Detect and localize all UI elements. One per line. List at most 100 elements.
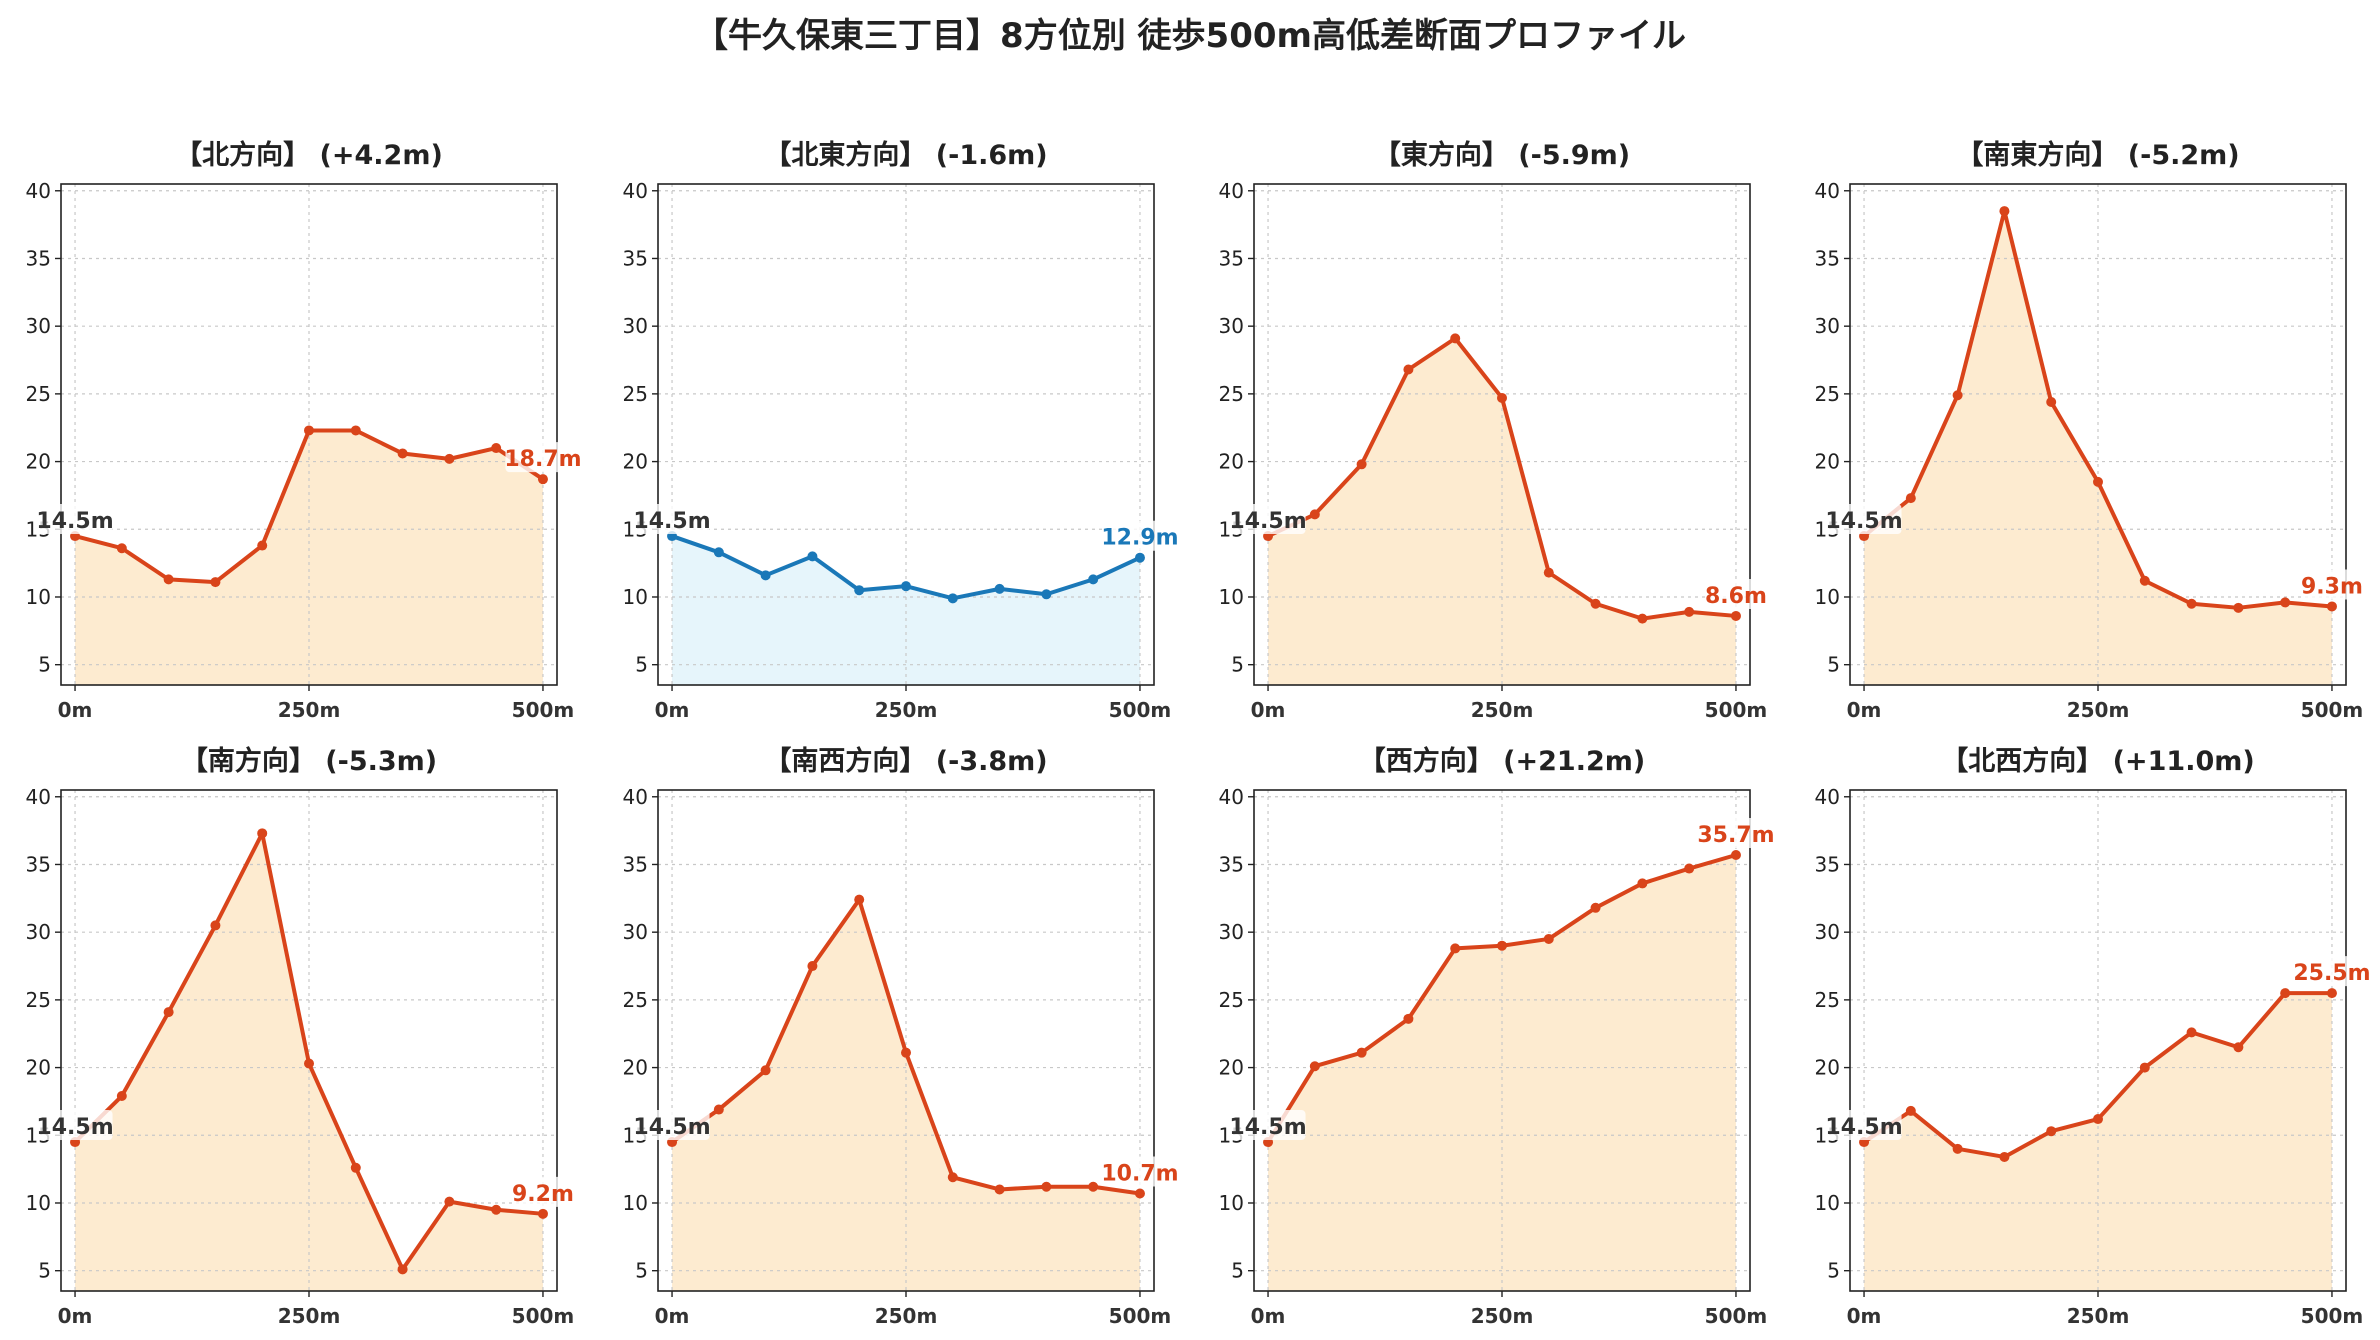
data-point — [1309, 1061, 1320, 1072]
x-tick-label: 250m — [2067, 698, 2130, 722]
data-point — [2280, 597, 2291, 608]
y-tick-label: 20 — [1219, 450, 1244, 474]
y-tick-label: 30 — [1815, 920, 1840, 944]
data-point — [1905, 493, 1916, 504]
chart-title: 【北東方向】 (-1.6m) — [764, 139, 1047, 171]
x-tick-label: 250m — [875, 1304, 938, 1328]
data-point — [1134, 1188, 1145, 1199]
x-tick-label: 0m — [58, 698, 93, 722]
end-value-label-bg — [505, 442, 581, 473]
data-point — [2326, 988, 2337, 999]
start-value-label-bg — [1826, 1110, 1902, 1141]
y-tick-label: 20 — [26, 450, 51, 474]
start-value-label-bg — [37, 1110, 113, 1141]
y-tick-label: 35 — [1815, 852, 1840, 876]
chart-title: 【南西方向】 (-3.8m) — [764, 745, 1047, 777]
y-tick-label: 40 — [1815, 785, 1840, 809]
start-value-label: 14.5m — [633, 509, 710, 534]
start-value-label: 14.5m — [1229, 509, 1306, 534]
end-value-label-bg — [1698, 817, 1774, 848]
end-value-label: 8.6m — [1705, 584, 1767, 609]
chart-panel-7: 【北西方向】 (+11.0m)5101520253035400m250m500m… — [1815, 745, 2371, 1328]
data-point — [350, 1162, 361, 1173]
data-point — [2046, 1126, 2057, 1137]
y-tick-label: 30 — [1815, 314, 1840, 338]
data-point — [947, 1172, 958, 1183]
x-tick-label: 250m — [1471, 698, 1534, 722]
y-tick-label: 25 — [1219, 382, 1244, 406]
chart-title: 【南東方向】 (-5.2m) — [1956, 139, 2239, 171]
data-point — [1497, 940, 1507, 951]
x-tick-label: 500m — [2301, 1304, 2364, 1328]
data-point — [1952, 1143, 1963, 1154]
start-value-label-bg — [634, 504, 710, 535]
y-tick-label: 30 — [623, 314, 648, 338]
y-tick-label: 25 — [623, 988, 648, 1012]
data-point — [1543, 933, 1554, 944]
data-point — [2093, 1114, 2103, 1125]
data-point — [2280, 988, 2291, 999]
x-tick-label: 500m — [1705, 698, 1768, 722]
y-tick-label: 35 — [623, 246, 648, 270]
data-point — [1088, 1181, 1099, 1192]
x-tick-label: 0m — [58, 1304, 93, 1328]
data-point — [1952, 390, 1963, 401]
y-tick-label: 40 — [623, 785, 648, 809]
data-point — [1309, 509, 1320, 520]
end-value-label: 35.7m — [1697, 823, 1774, 848]
data-point — [1356, 459, 1367, 470]
data-point — [304, 425, 314, 436]
y-tick-label: 20 — [623, 1056, 648, 1080]
y-tick-label: 10 — [26, 1191, 51, 1215]
x-tick-label: 500m — [512, 698, 575, 722]
y-tick-label: 35 — [1219, 852, 1244, 876]
data-point — [257, 828, 268, 839]
data-point — [1356, 1047, 1367, 1058]
data-point — [397, 1264, 408, 1275]
data-point — [491, 443, 502, 454]
chart-title: 【西方向】 (+21.2m) — [1359, 745, 1645, 777]
y-tick-label: 10 — [623, 1191, 648, 1215]
data-point — [257, 540, 268, 551]
y-tick-label: 35 — [1219, 246, 1244, 270]
x-tick-label: 500m — [1109, 698, 1172, 722]
data-point — [2139, 575, 2150, 586]
data-point — [304, 1058, 314, 1069]
chart-panel-4: 【南方向】 (-5.3m)5101520253035400m250m500m14… — [26, 745, 575, 1328]
x-tick-label: 0m — [1847, 1304, 1882, 1328]
data-point — [1134, 552, 1145, 563]
end-value-label: 9.2m — [512, 1182, 574, 1207]
data-point — [1999, 206, 2010, 217]
end-value-label: 10.7m — [1101, 1162, 1178, 1187]
y-tick-label: 30 — [1219, 314, 1244, 338]
data-point — [760, 570, 771, 581]
data-point — [2186, 1027, 2197, 1038]
data-point — [2233, 1042, 2244, 1053]
data-point — [2093, 476, 2103, 487]
x-tick-label: 500m — [1705, 1304, 1768, 1328]
data-point — [994, 1184, 1005, 1195]
x-tick-label: 0m — [1847, 698, 1882, 722]
data-point — [2233, 602, 2244, 613]
data-point — [491, 1204, 502, 1215]
area-fill — [1268, 338, 1736, 685]
y-tick-label: 10 — [1219, 1191, 1244, 1215]
chart-title: 【東方向】 (-5.9m) — [1374, 139, 1630, 171]
x-tick-label: 250m — [278, 698, 341, 722]
data-point — [1730, 610, 1741, 621]
data-point — [1637, 878, 1648, 889]
start-value-label-bg — [1230, 1110, 1306, 1141]
data-point — [163, 1007, 174, 1018]
data-point — [854, 585, 865, 596]
end-value-label-bg — [2294, 956, 2370, 987]
chart-panel-1: 【北東方向】 (-1.6m)5101520253035400m250m500m1… — [623, 139, 1179, 722]
data-point — [2186, 598, 2197, 609]
end-value-label: 12.9m — [1101, 526, 1178, 551]
chart-panel-3: 【南東方向】 (-5.2m)5101520253035400m250m500m1… — [1815, 139, 2364, 722]
end-value-label-bg — [2300, 569, 2363, 600]
start-value-label-bg — [37, 504, 113, 535]
data-point — [116, 543, 127, 554]
y-tick-label: 5 — [1231, 653, 1244, 677]
y-tick-label: 20 — [1219, 1056, 1244, 1080]
data-point — [1684, 863, 1695, 874]
